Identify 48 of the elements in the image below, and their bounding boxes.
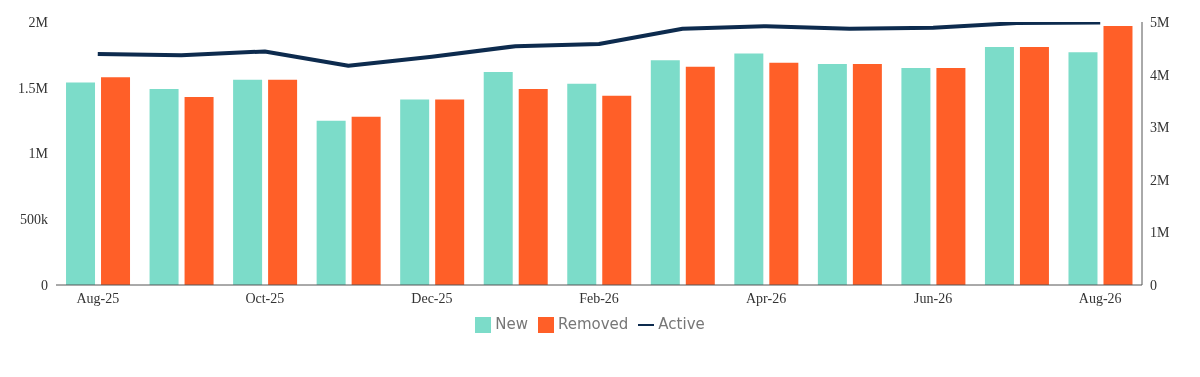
x-tick-label: Apr-26 bbox=[746, 290, 787, 306]
y2-tick-label: 3M bbox=[1150, 120, 1170, 136]
x-tick-label: Aug-25 bbox=[76, 290, 120, 306]
x-tick-label: Dec-25 bbox=[411, 290, 453, 306]
y2-tick-label: 1M bbox=[1150, 225, 1170, 241]
legend-label: New bbox=[495, 315, 528, 333]
x-tick-label: Oct-25 bbox=[245, 290, 285, 306]
y-tick-label: 1.5M bbox=[18, 80, 49, 96]
y2-tick-label: 4M bbox=[1150, 67, 1170, 83]
bar bbox=[149, 89, 179, 285]
bar bbox=[435, 99, 465, 285]
bar bbox=[184, 96, 214, 285]
x-tick-label: Aug-26 bbox=[1078, 290, 1122, 306]
y2-tick-label: 5M bbox=[1150, 14, 1170, 30]
y-tick-label: 0 bbox=[41, 277, 48, 293]
bar bbox=[602, 95, 632, 285]
bar bbox=[650, 60, 680, 285]
bar bbox=[316, 120, 346, 285]
y2-tick-label: 2M bbox=[1150, 172, 1170, 188]
bar bbox=[984, 46, 1014, 285]
bar bbox=[1068, 52, 1098, 285]
bar bbox=[734, 53, 764, 285]
bar bbox=[351, 116, 381, 285]
bar bbox=[1019, 46, 1049, 285]
x-tick-label: Feb-26 bbox=[579, 290, 619, 306]
bar bbox=[268, 79, 298, 285]
x-tick-label: Jun-26 bbox=[914, 290, 953, 306]
bar bbox=[567, 83, 597, 285]
bar bbox=[685, 66, 715, 285]
bar bbox=[769, 62, 799, 285]
y-tick-label: 1M bbox=[28, 146, 49, 162]
y2-tick-label: 0 bbox=[1150, 277, 1157, 293]
bar bbox=[101, 77, 131, 285]
bar bbox=[66, 82, 96, 285]
bar bbox=[936, 68, 966, 285]
y-tick-label: 500k bbox=[20, 212, 48, 228]
line-series bbox=[95, 22, 1103, 68]
bar bbox=[1103, 25, 1133, 285]
bar bbox=[233, 79, 263, 285]
bar bbox=[817, 64, 847, 285]
bar bbox=[518, 89, 548, 285]
bar bbox=[901, 68, 931, 285]
legend-label: Active bbox=[658, 315, 705, 333]
bar bbox=[483, 71, 513, 285]
bar bbox=[852, 64, 882, 285]
bar bbox=[400, 99, 430, 285]
y-tick-label: 2M bbox=[28, 14, 49, 30]
legend-label: Removed bbox=[557, 315, 629, 333]
